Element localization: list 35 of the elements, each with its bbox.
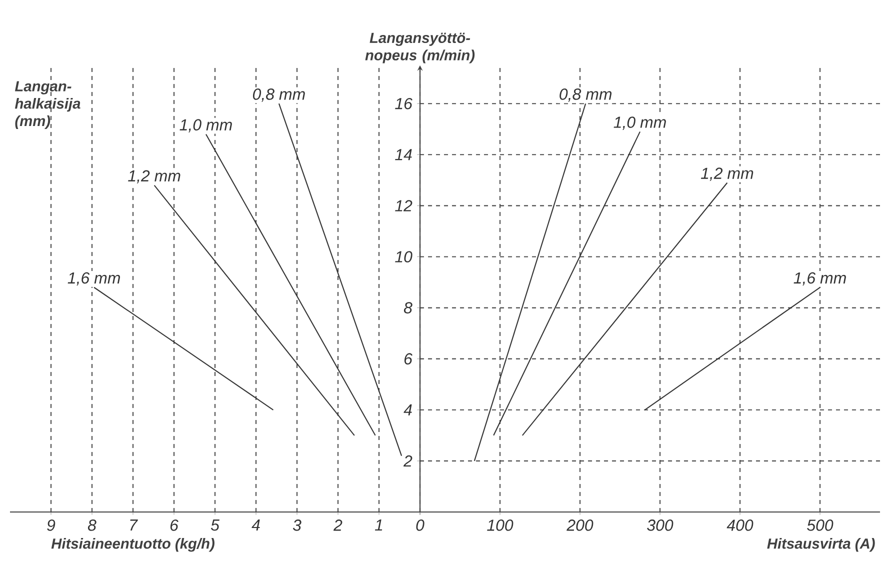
x-tick-label: 2 (333, 520, 342, 531)
x-tick-label: 9 (47, 520, 56, 531)
series-label: 1,6 mm (68, 272, 120, 286)
series-label: 0,8 mm (560, 88, 612, 102)
series-label: 1,0 mm (180, 119, 232, 132)
x-tick-label: 7 (130, 520, 138, 531)
x-tick-label: 0 (416, 520, 424, 531)
y-tick-label: 6 (404, 353, 412, 364)
x-tick-label: 300 (647, 520, 674, 531)
series-label: 1,2 mm (128, 170, 180, 184)
y-tick-label: 4 (404, 404, 412, 416)
y-axis-title: Langansyöttö-nopeus (m/min) (365, 32, 475, 64)
x-tick-label: 8 (88, 520, 96, 531)
y-tick-label: 10 (395, 251, 412, 262)
x-tick-label: 1 (374, 520, 382, 531)
x-tick-label: 500 (807, 520, 834, 531)
x-tick-label: 200 (566, 520, 594, 531)
y-tick-label: 12 (395, 200, 412, 212)
x-tick-label: 6 (170, 520, 178, 531)
x-tick-label: 100 (487, 520, 514, 531)
y-tick-label: 14 (395, 149, 412, 160)
x-tick-label: 4 (252, 520, 260, 531)
y-tick-label: 16 (395, 98, 412, 110)
series-label: 0,8 mm (252, 88, 305, 102)
legend-title: Langan-halkaisija (mm) (14, 81, 80, 129)
series-label: 1,0 mm (614, 116, 666, 130)
y-tick-label: 2 (403, 455, 412, 467)
x-axis-title: Hitsausvirta (A) (767, 538, 875, 552)
x-tick-label: 5 (210, 520, 220, 531)
x-tick-label: 400 (726, 520, 754, 531)
x-tick-label: 3 (292, 520, 302, 531)
y-tick-label: 8 (404, 302, 412, 314)
series-label: 1,6 mm (794, 272, 846, 286)
series-label: 1,2 mm (700, 168, 754, 181)
x-axis-title: Hitsiaineentuotto (kg/h) (51, 538, 214, 552)
